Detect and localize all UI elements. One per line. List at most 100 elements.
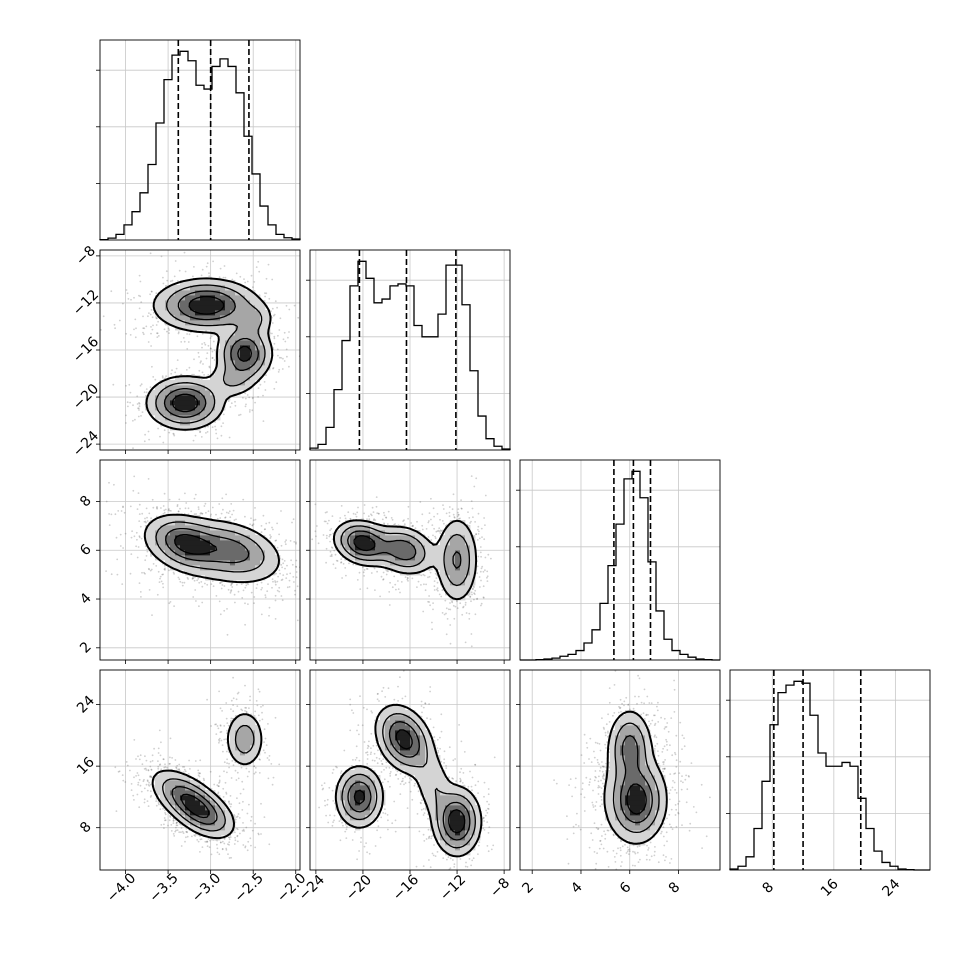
sample-point [141,571,143,574]
density-cell [265,315,271,321]
sample-point [73,266,75,268]
density-cell [235,365,241,371]
density-cell [260,540,266,546]
density-cell [235,330,241,336]
sample-point [223,609,226,612]
sample-point [208,275,211,278]
histogram-step-line [309,260,511,450]
density-cell [225,345,231,351]
sample-point [449,642,452,645]
sample-point [135,545,138,548]
sample-point [428,512,431,514]
sample-point [291,521,293,524]
density-cell [205,395,211,401]
sample-point [302,548,304,550]
density-cell [170,385,176,391]
sample-point [425,528,428,530]
sample-point [474,521,476,523]
sample-point [432,534,434,537]
sample-point [288,365,290,368]
sample-point [245,584,248,587]
sample-point [355,515,358,518]
density-cell [210,540,216,546]
density-cell [185,300,191,306]
sample-point [147,341,150,343]
sample-point [417,580,420,583]
sample-point [125,289,128,291]
sample-point [207,344,210,347]
sample-point [367,515,370,518]
sample-point [176,505,179,508]
density-cell [150,535,156,541]
sample-point [456,607,459,609]
density-cell [220,345,226,351]
density-cell [165,520,171,526]
density-cell [270,545,276,551]
density-cell [190,325,196,331]
sample-point [372,519,375,522]
sample-point [130,298,132,301]
sample-point [138,402,141,405]
density-cell [235,385,241,391]
sample-point [286,355,288,358]
density-cell [180,525,186,531]
sample-point [146,520,149,522]
density-cell [195,380,201,386]
density-cell [185,555,191,561]
sample-point [230,503,233,505]
sample-point [481,565,484,568]
density-cell [265,310,271,316]
sample-point [273,335,276,338]
sample-point [469,522,471,524]
sample-point [218,276,221,278]
sample-point [230,590,232,593]
sample-point [410,522,413,524]
sample-point [476,539,479,541]
density-cell [240,340,246,346]
sample-point [403,523,406,526]
sample-point [479,586,481,588]
sample-point [268,606,271,609]
sample-point [301,559,303,561]
density-cell [210,305,216,311]
sample-point [177,510,180,513]
sample-point [423,574,426,577]
sample-point [250,517,252,520]
sample-point [263,528,266,531]
scatter-panel-0-2 [96,459,325,664]
panel-frame [519,459,721,661]
sample-point [285,348,288,351]
sample-point [334,553,337,556]
density-cell [215,395,221,401]
sample-point [274,618,277,620]
density-cell [265,335,271,341]
density-cell [190,310,196,316]
sample-point [132,404,134,407]
sample-point [147,315,149,318]
density-cell [165,410,171,416]
density-cell [230,390,236,396]
density-cell [165,560,171,566]
sample-point [323,555,325,557]
density-cell [220,325,226,331]
sample-point [201,512,204,515]
density-cell [190,380,196,386]
sample-point [447,608,450,611]
sample-point [302,566,304,568]
density-cell [230,295,236,301]
sample-point [150,555,152,557]
density-cell [210,410,216,416]
sample-point [138,402,140,404]
sample-point [144,572,146,575]
density-cell [150,540,156,546]
density-cell [155,300,161,306]
sample-point [185,502,188,504]
sample-point [253,602,255,605]
sample-point [457,511,459,514]
sample-point [358,571,361,574]
density-cell [265,570,271,576]
sample-point [133,296,135,299]
density-cell [195,390,201,396]
sample-point [234,400,236,403]
density-cell [220,370,226,376]
